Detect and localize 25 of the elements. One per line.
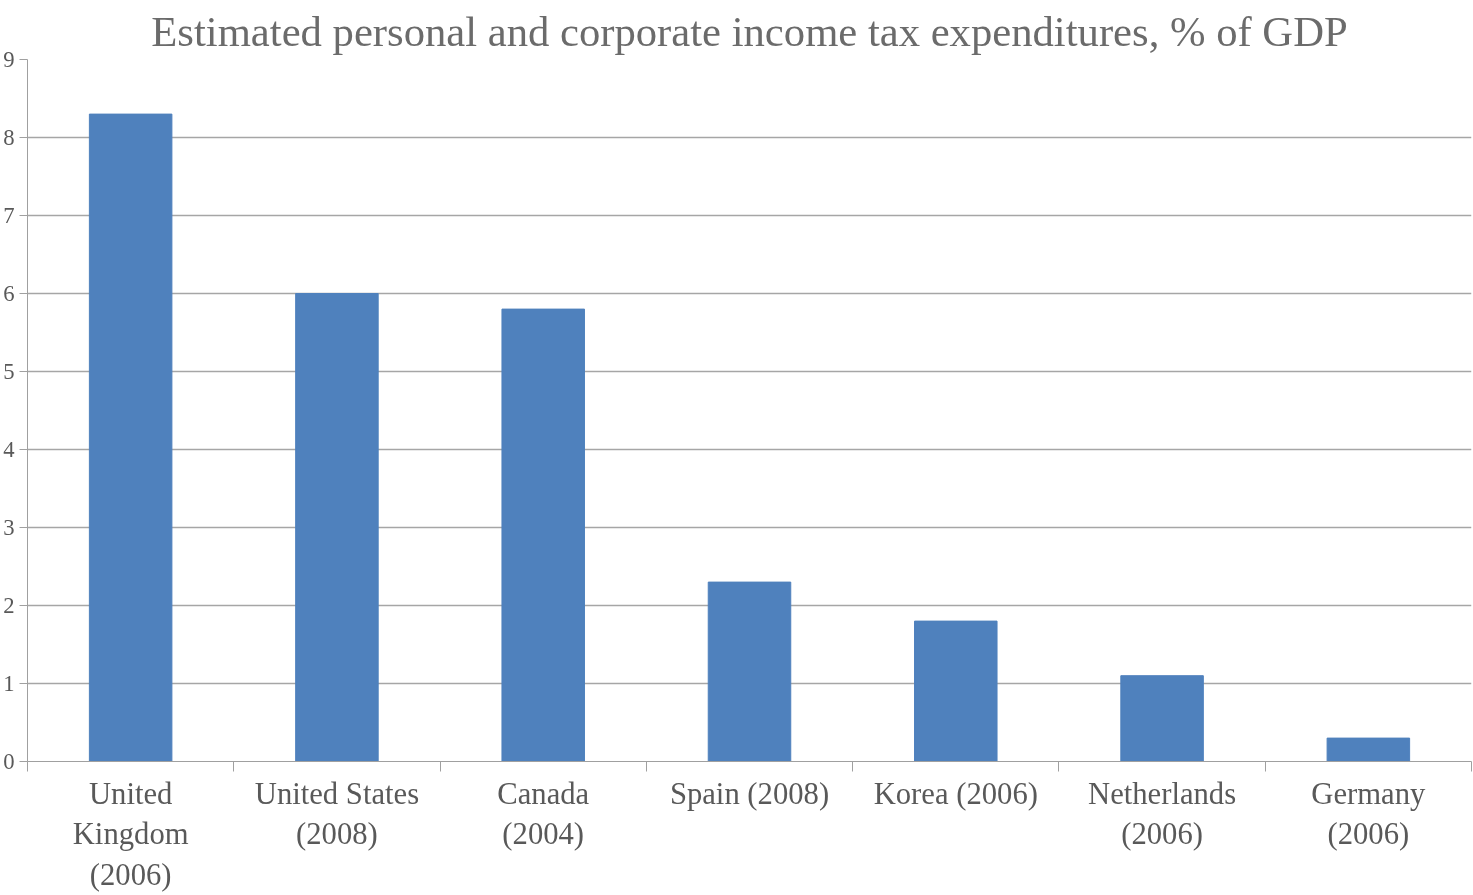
chart-title: Estimated personal and corporate income tax expenditures, % of GDP xyxy=(151,7,1348,55)
y-tick-label: 7 xyxy=(3,203,15,228)
bar xyxy=(501,308,585,762)
x-tick-label: United States (2008) xyxy=(254,776,420,852)
x-tick-label: Korea (2006) xyxy=(873,776,1038,811)
x-tick-label: Germany (2006) xyxy=(1311,776,1427,852)
x-tick-label: Canada (2004) xyxy=(497,776,590,852)
x-tick-label: United Kingdom (2006) xyxy=(72,776,189,893)
y-tick-label: 5 xyxy=(3,359,15,384)
y-tick-label: 4 xyxy=(3,437,15,462)
y-tick-label: 2 xyxy=(3,593,15,618)
bar xyxy=(1326,737,1411,762)
x-tick-label: Spain (2008) xyxy=(669,776,830,811)
x-tick-label: Netherlands (2006) xyxy=(1088,776,1237,852)
bar xyxy=(295,293,379,762)
y-tick-label: 9 xyxy=(3,47,15,72)
bar xyxy=(914,620,998,762)
bar xyxy=(88,113,173,762)
y-tick-label: 3 xyxy=(3,515,15,540)
bar xyxy=(707,581,792,762)
y-tick-label: 0 xyxy=(3,749,15,774)
y-tick-label: 1 xyxy=(3,671,15,696)
y-tick-label: 6 xyxy=(3,281,15,306)
bar xyxy=(1120,675,1204,762)
y-tick-label: 8 xyxy=(3,125,15,150)
